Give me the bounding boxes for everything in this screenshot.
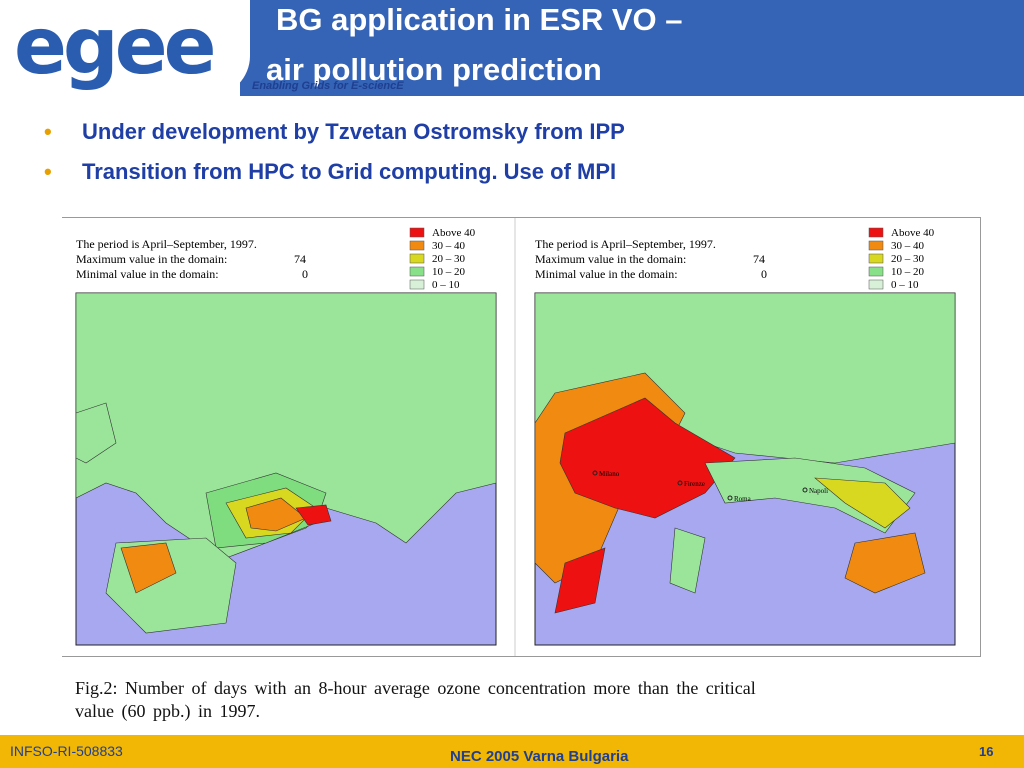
slide-title: air pollution prediction bbox=[266, 52, 602, 87]
map-region bbox=[844, 532, 926, 594]
city-label: Firenze bbox=[684, 480, 705, 488]
city-label: Roma bbox=[734, 495, 752, 503]
footer-id: INFSO-RI-508833 bbox=[10, 743, 123, 759]
legend-swatch bbox=[409, 253, 425, 264]
map-info: 74 bbox=[294, 252, 306, 266]
map-info: Minimal value in the domain: bbox=[535, 267, 678, 281]
map-info: The period is April–September, 1997. bbox=[535, 237, 716, 251]
tagline: Enabling Grids for E-sciencE bbox=[252, 80, 404, 92]
map-region bbox=[814, 477, 911, 529]
map-info: 0 bbox=[302, 267, 308, 281]
city-marker bbox=[677, 480, 683, 486]
logo: egee bbox=[14, 2, 217, 92]
bullet-item: • Under development by Tzvetan Ostromsky … bbox=[44, 119, 625, 144]
legend-swatch bbox=[409, 266, 425, 277]
map-info: The period is April–September, 1997. bbox=[76, 237, 257, 251]
map-region bbox=[120, 542, 177, 594]
legend-swatch bbox=[409, 240, 425, 251]
city-marker bbox=[727, 495, 733, 501]
bullet-item: • Transition from HPC to Grid computing. … bbox=[44, 159, 617, 184]
legend-label: 20 – 30 bbox=[891, 253, 925, 265]
legend-label: 10 – 20 bbox=[891, 266, 925, 278]
legend-swatch bbox=[409, 227, 425, 238]
figure: The period is April–September, 1997. Maxi… bbox=[62, 217, 981, 657]
legend-label: 0 – 10 bbox=[432, 279, 460, 291]
map-info: Maximum value in the domain: bbox=[76, 252, 227, 266]
city-marker bbox=[592, 470, 598, 476]
legend-label: 30 – 40 bbox=[891, 240, 925, 252]
map-region bbox=[75, 292, 497, 559]
map-region bbox=[554, 547, 606, 614]
map-region bbox=[669, 527, 706, 594]
legend-swatch bbox=[868, 279, 884, 290]
city-label: Milano bbox=[599, 470, 620, 478]
city-label: Napoli bbox=[809, 487, 828, 495]
caption: value (60 ppb.) in 1997. bbox=[75, 701, 260, 721]
legend-label: 10 – 20 bbox=[432, 266, 466, 278]
map-region bbox=[295, 504, 332, 526]
header-bar bbox=[240, 0, 1024, 96]
bullet-text: Under development by Tzvetan Ostromsky f… bbox=[82, 119, 625, 144]
legend-swatch bbox=[868, 240, 884, 251]
map-region bbox=[559, 397, 736, 519]
footer-bar bbox=[0, 735, 1024, 768]
map-info: Maximum value in the domain: bbox=[535, 252, 686, 266]
slide-title: BG application in ESR VO – bbox=[276, 2, 683, 37]
map-region bbox=[75, 402, 117, 464]
footer-event: NEC 2005 Varna Bulgaria bbox=[450, 748, 629, 765]
legend-label: 20 – 30 bbox=[432, 253, 466, 265]
logo-area bbox=[0, 0, 250, 96]
map-info: 0 bbox=[761, 267, 767, 281]
legend-label: 0 – 10 bbox=[891, 279, 919, 291]
legend-label: Above 40 bbox=[432, 227, 476, 239]
legend-label: Above 40 bbox=[891, 227, 935, 239]
legend-swatch bbox=[868, 266, 884, 277]
map-info: Minimal value in the domain: bbox=[76, 267, 219, 281]
caption: Fig.2: Number of days with an 8-hour ave… bbox=[75, 678, 756, 698]
legend-swatch bbox=[868, 253, 884, 264]
bullet-text: Transition from HPC to Grid computing. U… bbox=[82, 159, 617, 184]
map-region bbox=[245, 497, 307, 532]
page-number: 16 bbox=[979, 744, 994, 759]
city-marker bbox=[802, 487, 808, 493]
legend-swatch bbox=[868, 227, 884, 238]
map-info: 74 bbox=[753, 252, 765, 266]
legend-swatch bbox=[409, 279, 425, 290]
figure-graphic: The period is April–September, 1997.Maxi… bbox=[75, 218, 956, 656]
legend-label: 30 – 40 bbox=[432, 240, 466, 252]
